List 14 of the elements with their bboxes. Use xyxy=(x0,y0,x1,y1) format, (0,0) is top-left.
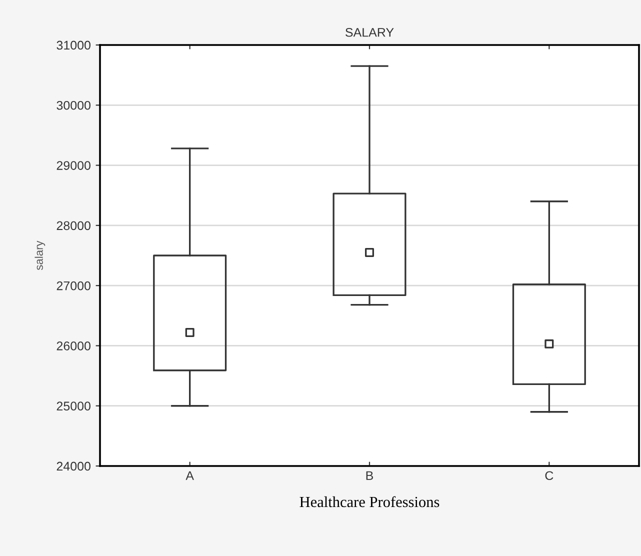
y-tick-label: 30000 xyxy=(56,100,90,110)
y-axis-title: salary xyxy=(34,240,46,270)
x-tick-label: B xyxy=(366,471,374,480)
y-tick-label: 27000 xyxy=(56,281,90,290)
y-tick-label: 29000 xyxy=(56,161,90,170)
y-tick-label: 31000 xyxy=(56,40,90,50)
x-tick-label: C xyxy=(545,471,554,480)
x-tick-label: A xyxy=(186,471,194,480)
y-tick-label: 28000 xyxy=(56,221,90,230)
y-tick-label: 24000 xyxy=(56,462,90,471)
x-axis-title: Healthcare Professions xyxy=(300,496,440,508)
y-tick-label: 25000 xyxy=(56,402,90,411)
chart-title: SALARY xyxy=(346,28,394,37)
y-tick-label: 26000 xyxy=(56,342,90,350)
